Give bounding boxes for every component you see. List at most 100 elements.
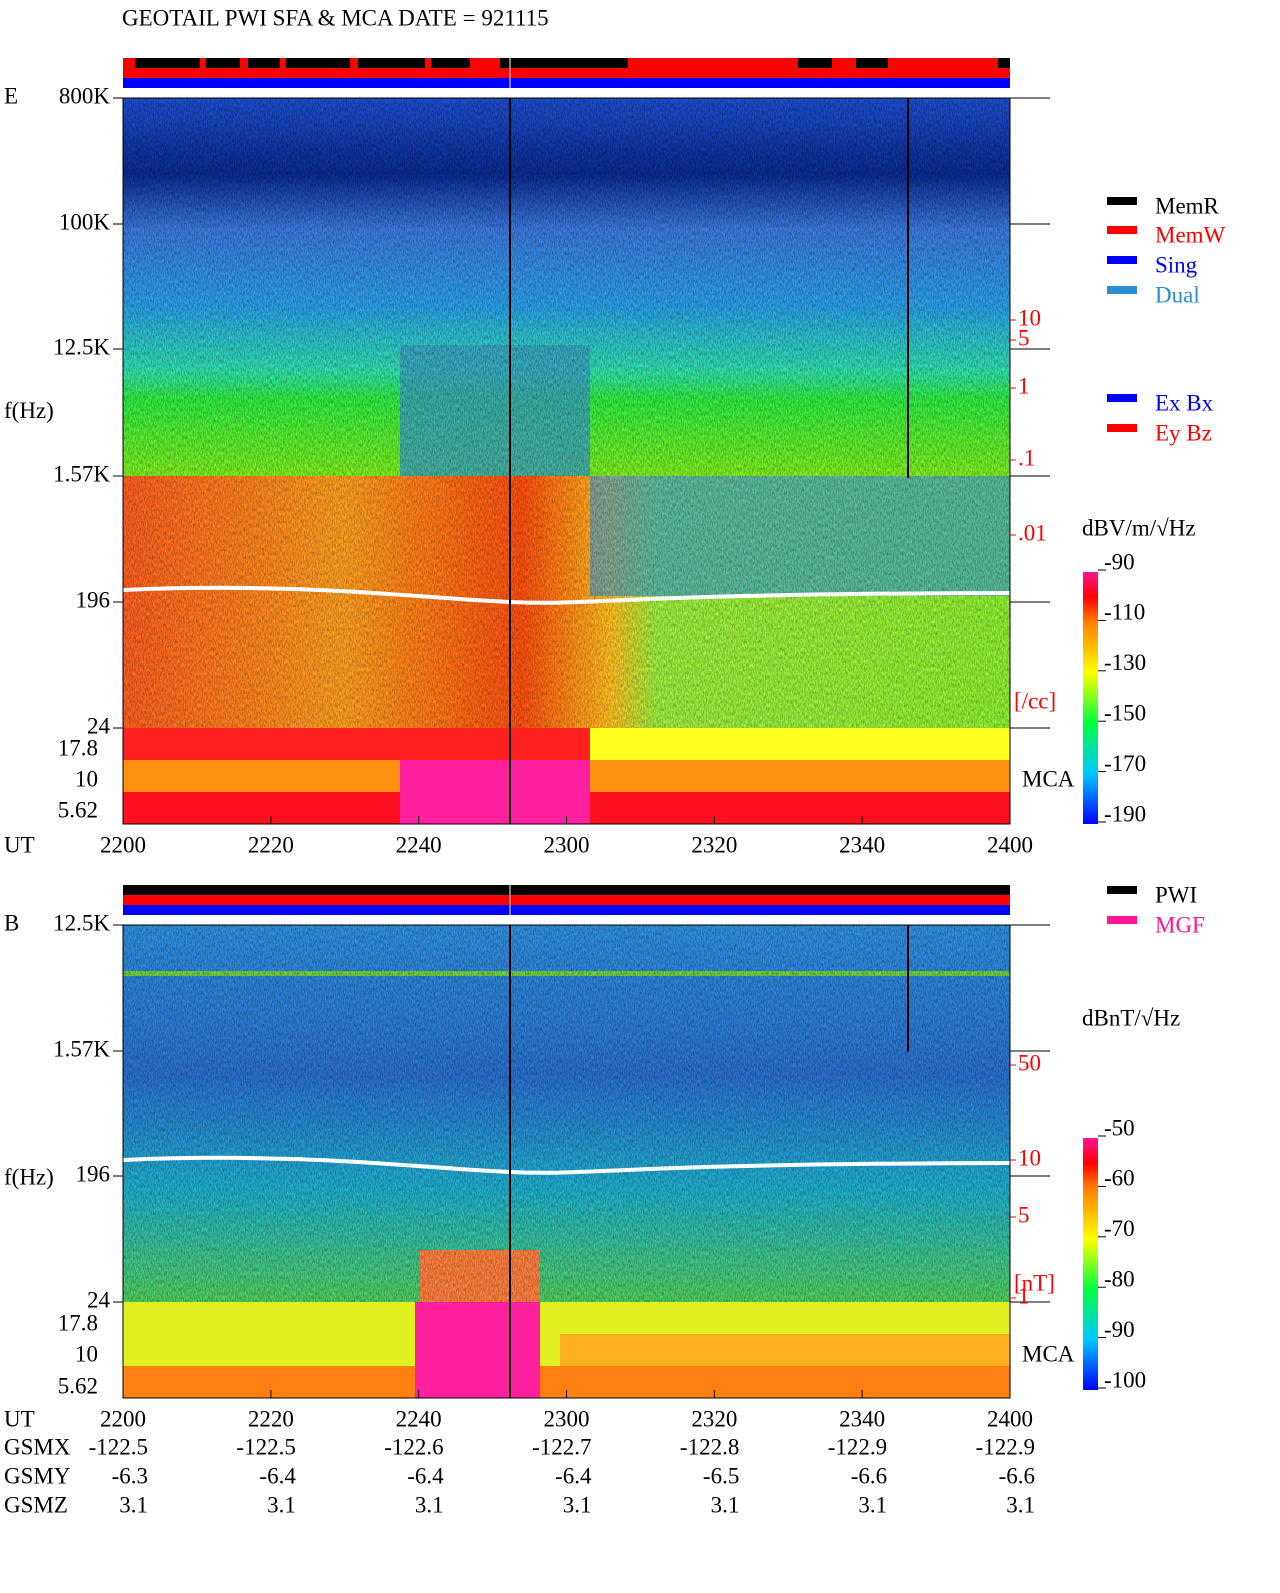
colorbar-unit: dBnT/√Hz xyxy=(1082,1005,1180,1030)
legend-label: Ey Bz xyxy=(1155,420,1212,445)
colorbar-tick-label: -150 xyxy=(1104,700,1146,725)
colorbar-tick-label: -60 xyxy=(1104,1166,1135,1191)
orbit-value: -6.6 xyxy=(851,1463,887,1488)
right-tick-label: 1 xyxy=(1018,1283,1030,1308)
orbit-value: -122.5 xyxy=(89,1434,148,1459)
legend-swatch xyxy=(1107,226,1137,234)
orbit-value: -6.5 xyxy=(703,1463,739,1488)
mca-tick-label: 5.62 xyxy=(58,1373,98,1398)
right-tick-label: .01 xyxy=(1018,520,1047,545)
legend-swatch xyxy=(1107,424,1137,432)
status-segment xyxy=(888,58,998,68)
right-unit: [nT] xyxy=(1014,1270,1055,1295)
right-tick-label: 50 xyxy=(1018,1050,1041,1075)
x-axis-label: UT xyxy=(4,832,35,857)
legend-label: MGF xyxy=(1155,912,1205,937)
x-tick-label: 2300 xyxy=(544,832,590,857)
x-tick-label: 2200 xyxy=(100,1406,146,1431)
x-tick-label: 2340 xyxy=(839,832,885,857)
colorbar-tick-label: -80 xyxy=(1104,1266,1135,1291)
orbit-value: 3.1 xyxy=(415,1492,444,1517)
orbit-value: 3.1 xyxy=(711,1492,740,1517)
orbit-name: GSMZ xyxy=(4,1492,68,1517)
legend-label: MemW xyxy=(1155,222,1226,247)
x-tick-label: 2340 xyxy=(839,1406,885,1431)
legend-swatch xyxy=(1107,394,1137,402)
right-tick-label: .1 xyxy=(1018,445,1035,470)
y-tick-label: 12.5K xyxy=(53,334,110,359)
mca-label: MCA xyxy=(1022,1341,1075,1366)
x-axis-label: UT xyxy=(4,1406,35,1431)
y-tick-label: 100K xyxy=(59,209,111,234)
right-tick-label: 1 xyxy=(1018,373,1030,398)
orbit-value: -6.3 xyxy=(112,1463,148,1488)
right-tick-label: 10 xyxy=(1018,305,1041,330)
status-bar xyxy=(123,885,1010,895)
x-tick-label: 2400 xyxy=(987,832,1033,857)
orbit-value: 3.1 xyxy=(1006,1492,1035,1517)
mca-band xyxy=(590,728,1010,760)
legend-label: Dual xyxy=(1155,282,1200,307)
right-unit: [/cc] xyxy=(1014,688,1056,713)
x-tick-label: 2240 xyxy=(396,832,442,857)
mca-tick-label: 17.8 xyxy=(58,1310,98,1335)
legend-swatch xyxy=(1107,197,1137,205)
legend-label: MemR xyxy=(1155,193,1220,218)
mca-tick-label: 17.8 xyxy=(58,735,98,760)
status-bar xyxy=(123,895,1010,905)
mca-tick-label: 10 xyxy=(75,766,98,791)
mca-label: MCA xyxy=(1022,766,1075,791)
orbit-value: -122.8 xyxy=(680,1434,739,1459)
colorbar-tick-label: -130 xyxy=(1104,650,1146,675)
orbit-value: 3.1 xyxy=(119,1492,148,1517)
x-tick-label: 2320 xyxy=(691,832,737,857)
right-tick-label: 5 xyxy=(1018,1202,1030,1227)
legend-swatch xyxy=(1107,886,1137,894)
orbit-value: -6.6 xyxy=(999,1463,1035,1488)
x-tick-label: 2220 xyxy=(248,1406,294,1431)
panel-label: B xyxy=(4,910,19,935)
spectrogram-noise xyxy=(123,925,1010,1302)
orbit-value: 3.1 xyxy=(858,1492,887,1517)
y-axis-label: f(Hz) xyxy=(4,398,54,423)
orbit-value: -122.6 xyxy=(384,1434,443,1459)
orbit-value: -122.7 xyxy=(532,1434,591,1459)
x-tick-label: 2320 xyxy=(691,1406,737,1431)
legend-label: Sing xyxy=(1155,252,1198,277)
x-tick-label: 2240 xyxy=(396,1406,442,1431)
status-bar xyxy=(123,58,1010,68)
right-tick-label: 5 xyxy=(1018,325,1030,350)
x-tick-label: 2200 xyxy=(100,832,146,857)
orbit-value: -6.4 xyxy=(407,1463,444,1488)
status-segment xyxy=(470,58,500,68)
orbit-value: -122.9 xyxy=(828,1434,887,1459)
x-tick-label: 2400 xyxy=(987,1406,1033,1431)
colorbar-tick-label: -110 xyxy=(1104,600,1145,625)
colorbar xyxy=(1083,1138,1098,1390)
right-tick-label: 10 xyxy=(1018,1145,1041,1170)
spectrogram-noise xyxy=(123,98,1010,728)
y-tick-label: 196 xyxy=(76,1161,111,1186)
colorbar-tick-label: -90 xyxy=(1104,549,1135,574)
status-segment xyxy=(425,58,431,68)
x-tick-label: 2300 xyxy=(544,1406,590,1431)
colorbar-tick-label: -100 xyxy=(1104,1367,1146,1392)
orbit-value: -6.4 xyxy=(259,1463,296,1488)
mca-band xyxy=(415,1302,540,1398)
colorbar-tick-label: -90 xyxy=(1104,1317,1135,1342)
legend-swatch xyxy=(1107,256,1137,264)
status-bar xyxy=(123,905,1010,915)
chart-title: GEOTAIL PWI SFA & MCA DATE = 921115 xyxy=(122,5,549,30)
colorbar-tick-label: -170 xyxy=(1104,751,1146,776)
cyclotron-line xyxy=(122,1155,1011,1175)
colorbar-tick-label: -190 xyxy=(1104,801,1146,826)
orbit-value: -122.5 xyxy=(236,1434,295,1459)
legend-swatch xyxy=(1107,286,1137,294)
y-axis-label: f(Hz) xyxy=(4,1164,54,1189)
status-segment xyxy=(240,58,248,68)
y-tick-label: 196 xyxy=(76,587,111,612)
y-tick-label: 1.57K xyxy=(53,461,110,486)
colorbar xyxy=(1083,572,1098,824)
status-segment xyxy=(280,58,286,68)
status-segment xyxy=(123,58,135,68)
